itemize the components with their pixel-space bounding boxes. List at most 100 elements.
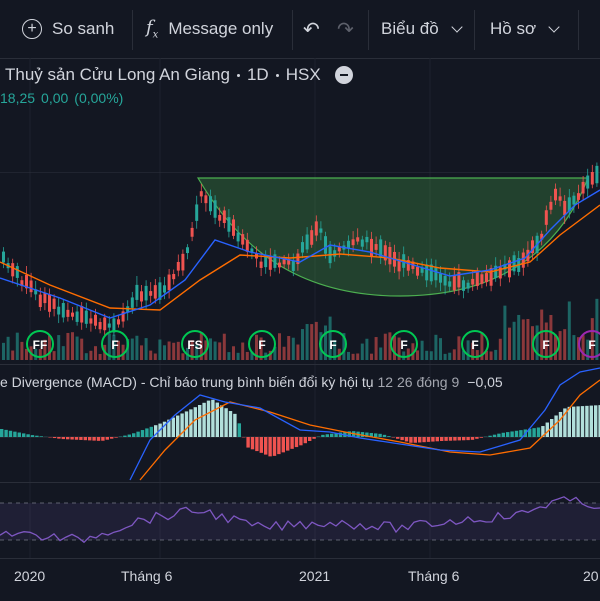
- candle-body: [434, 267, 437, 280]
- volume-bar: [352, 354, 355, 360]
- macd-hist-bar: [246, 437, 249, 448]
- macd-hist-bar: [471, 437, 474, 440]
- time-axis[interactable]: 2020 Tháng 6 2021 Tháng 6 20: [0, 558, 600, 601]
- volume-bar: [310, 324, 313, 360]
- signal-marker-label: FF: [33, 338, 48, 352]
- volume-bar: [444, 354, 447, 360]
- macd-hist-bar: [0, 429, 3, 437]
- volume-bar: [172, 343, 175, 360]
- collapse-legend-button[interactable]: [335, 66, 353, 84]
- candle-body: [278, 263, 281, 268]
- volume-bar: [2, 343, 5, 360]
- signal-marker-label: FS: [187, 338, 202, 352]
- macd-hist-bar: [537, 427, 540, 437]
- macd-hist-bar: [123, 436, 126, 437]
- candle-body: [416, 267, 419, 276]
- volume-bar: [384, 334, 387, 360]
- candle-body: [214, 200, 217, 217]
- macd-hist-bar: [92, 437, 95, 441]
- candle-body: [57, 307, 60, 315]
- macd-hist-bar: [176, 416, 179, 437]
- macd-hist-bar: [466, 437, 469, 440]
- signal-marker-label: F: [471, 338, 478, 352]
- macd-hist-bar: [282, 437, 285, 452]
- macd-hist-bar: [405, 437, 408, 441]
- x-axis-label: 2021: [299, 568, 330, 584]
- volume-bar: [439, 338, 442, 360]
- candle-body: [108, 323, 111, 327]
- macd-hist-bar: [519, 430, 522, 437]
- volume-bar: [16, 333, 19, 360]
- volume-bar: [94, 346, 97, 360]
- volume-bar: [158, 340, 161, 360]
- macd-hist-bar: [572, 407, 575, 437]
- volume-bar: [163, 345, 166, 360]
- macd-hist-bar: [13, 432, 16, 437]
- macd-hist-bar: [136, 432, 139, 437]
- price-change: 0,00: [41, 90, 68, 106]
- symbol-legend[interactable]: Thuỷ sản Cửu Long An Giang 1D HSX: [5, 64, 353, 86]
- volume-bar: [361, 344, 364, 360]
- candle-body: [559, 196, 562, 200]
- candle-body: [135, 285, 138, 300]
- candle-body: [315, 221, 318, 235]
- macd-hist-bar: [554, 415, 557, 437]
- candle-body: [352, 239, 355, 245]
- macd-hist-bar: [255, 437, 258, 451]
- candle-body: [577, 193, 580, 200]
- volume-bar: [62, 346, 65, 360]
- macd-hist-bar: [458, 437, 461, 440]
- candle-body: [232, 219, 235, 235]
- macd-legend[interactable]: e Divergence (MACD) - Chỉ báo trung bình…: [0, 374, 503, 390]
- candle-body: [453, 275, 456, 290]
- macd-hist-bar: [594, 405, 597, 437]
- volume-bar: [209, 338, 212, 360]
- candle-body: [218, 215, 221, 221]
- volume-bar: [554, 335, 557, 360]
- volume-bar: [315, 322, 318, 360]
- macd-hist-bar: [418, 437, 421, 442]
- volume-bar: [168, 341, 171, 360]
- candle-body: [333, 250, 336, 256]
- macd-hist-bar: [387, 436, 390, 437]
- volume-bar: [563, 329, 566, 360]
- macd-hist-bar: [295, 437, 298, 447]
- signal-marker-label: F: [588, 338, 595, 352]
- candle-body: [227, 217, 230, 232]
- volume-bar: [568, 301, 571, 360]
- volume-bar: [278, 333, 281, 360]
- candle-body: [145, 286, 148, 301]
- candle-body: [365, 237, 368, 242]
- macd-hist-bar: [264, 437, 267, 455]
- volume-bar: [177, 342, 180, 360]
- volume-bar: [214, 342, 217, 360]
- macd-hist-bar: [559, 412, 562, 437]
- macd-hist-bar: [422, 437, 425, 442]
- candle-body: [513, 255, 516, 271]
- macd-hist-bar: [374, 433, 377, 437]
- candle-body: [462, 280, 465, 291]
- candle-body: [356, 237, 359, 241]
- macd-hist-bar: [436, 437, 439, 441]
- candle-body: [549, 202, 552, 210]
- signal-marker-label: F: [329, 338, 336, 352]
- volume-bar: [80, 339, 83, 360]
- volume-bar: [181, 353, 184, 360]
- macd-hist-bar: [321, 435, 324, 437]
- candle-body: [480, 274, 483, 284]
- macd-hist-bar: [57, 437, 60, 439]
- volume-bar: [513, 322, 516, 360]
- cup-pattern-shape: [198, 178, 588, 296]
- minus-icon: [340, 74, 348, 76]
- candle-body: [582, 182, 585, 194]
- macd-hist-bar: [493, 435, 496, 437]
- volume-bar: [246, 352, 249, 360]
- volume-bar: [347, 352, 350, 360]
- candle-body: [94, 315, 97, 326]
- macd-hist-bar: [568, 407, 571, 437]
- volume-bar: [375, 337, 378, 360]
- macd-hist-bar: [132, 433, 135, 437]
- candle-body: [572, 196, 575, 205]
- candle-body: [163, 285, 166, 292]
- macd-hist-bar: [546, 423, 549, 437]
